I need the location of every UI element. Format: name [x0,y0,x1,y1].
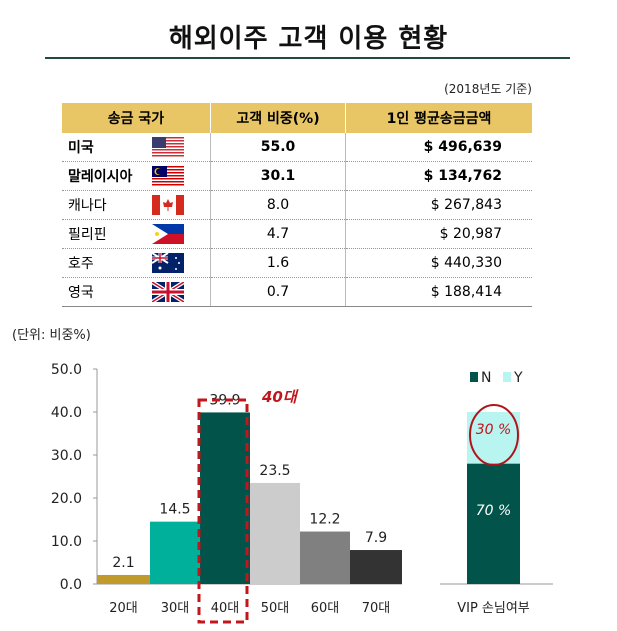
us-flag-icon [152,137,184,157]
country-name: 호주 [68,256,94,272]
table-row: 말레이시아 30.1 $ 134,762 [62,161,532,191]
share-cell: 1.6 [210,248,346,278]
header-country: 송금 국가 [62,103,211,133]
share-cell: 55.0 [210,133,346,162]
country-cell: 미국 [62,133,211,162]
unit-label: (단위: 비중%) [12,328,91,343]
data-label-N: 70 % [476,503,512,519]
annotation: 40대 [261,388,299,406]
highlight-circle [469,404,519,466]
amount-cell: $ 440,330 [345,248,532,278]
bar-N [467,463,520,584]
data-label: 23.5 [259,463,290,479]
x-tick-label: 60대 [311,601,340,616]
share-cell: 8.0 [210,190,346,220]
bar-30대 [150,521,200,584]
data-label-Y: 30 % [476,422,512,438]
malaysia-flag-icon [152,166,184,186]
x-tick-label: 20대 [109,601,138,616]
x-tick-label: VIP 손님여부 [457,601,530,616]
table-row: 호주 1.6 $ 440,330 [62,248,532,278]
basis-note: (2018년도 기준) [444,82,532,96]
table-row: 캐나다 8.0 $ 267,843 [62,190,532,220]
uk-flag-icon [150,280,186,304]
country-name: 캐나다 [68,198,107,214]
data-label: 12.2 [309,512,340,528]
country-name: 말레이시아 [68,169,133,185]
y-tick-label: 40.0 [51,405,82,421]
y-tick-label: 30.0 [51,448,82,464]
bar-60대 [300,531,350,584]
data-label: 7.9 [365,530,387,546]
share-cell: 30.1 [210,161,346,191]
header-share: 고객 비중(%) [210,103,346,133]
y-tick-label: 20.0 [51,491,82,507]
australia-flag-icon [151,252,184,273]
country-cell: 영국 [62,277,211,307]
philippines-flag-icon [152,224,184,244]
amount-cell: $ 20,987 [345,219,532,249]
amount-cell: $ 134,762 [345,161,532,191]
data-label: 39.9 [209,392,240,408]
y-tick-label: 0.0 [60,577,82,593]
x-tick-label: 70대 [362,601,391,616]
highlight-box [197,398,249,624]
country-cell: 필리핀 [62,219,211,249]
page-title: 해외이주 고객 이용 현황 [168,24,449,54]
title-divider [45,57,570,59]
amount-cell: $ 496,639 [345,133,532,162]
share-cell: 0.7 [210,277,346,307]
amount-cell: $ 188,414 [345,277,532,307]
country-cell: 호주 [62,248,211,278]
country-cell: 캐나다 [62,190,211,220]
table-row: 미국 55.0 $ 496,639 [62,133,532,162]
amount-cell: $ 267,843 [345,190,532,220]
data-label: 2.1 [112,555,134,571]
legend-swatch-Y [503,372,511,382]
country-cell: 말레이시아 [62,161,211,191]
legend-swatch-N [470,372,478,382]
canada-flag-icon [152,195,184,215]
y-tick-label: 50.0 [51,362,82,378]
legend-label-Y: Y [513,370,523,386]
country-name: 필리핀 [68,227,107,243]
x-tick-label: 40대 [211,601,240,616]
bar-50대 [250,482,300,584]
remittance-table: 송금 국가 고객 비중(%) 1인 평균송금금액 미국 55.0 $ 496,6… [62,103,532,307]
legend-label-N: N [481,370,491,386]
x-tick-label: 30대 [161,601,190,616]
bar-20대 [97,574,150,584]
country-name: 영국 [68,285,94,301]
country-name: 미국 [68,140,94,156]
x-tick-label: 50대 [261,601,290,616]
table-row: 필리핀 4.7 $ 20,987 [62,219,532,249]
share-cell: 4.7 [210,219,346,249]
table-row: 영국 0.7 $ 188,414 [62,277,532,307]
bar-40대 [200,412,250,584]
bar-Y [467,412,520,464]
header-amount: 1인 평균송금금액 [345,103,532,133]
data-label: 14.5 [159,502,190,518]
y-tick-label: 10.0 [51,534,82,550]
bar-70대 [350,550,402,584]
